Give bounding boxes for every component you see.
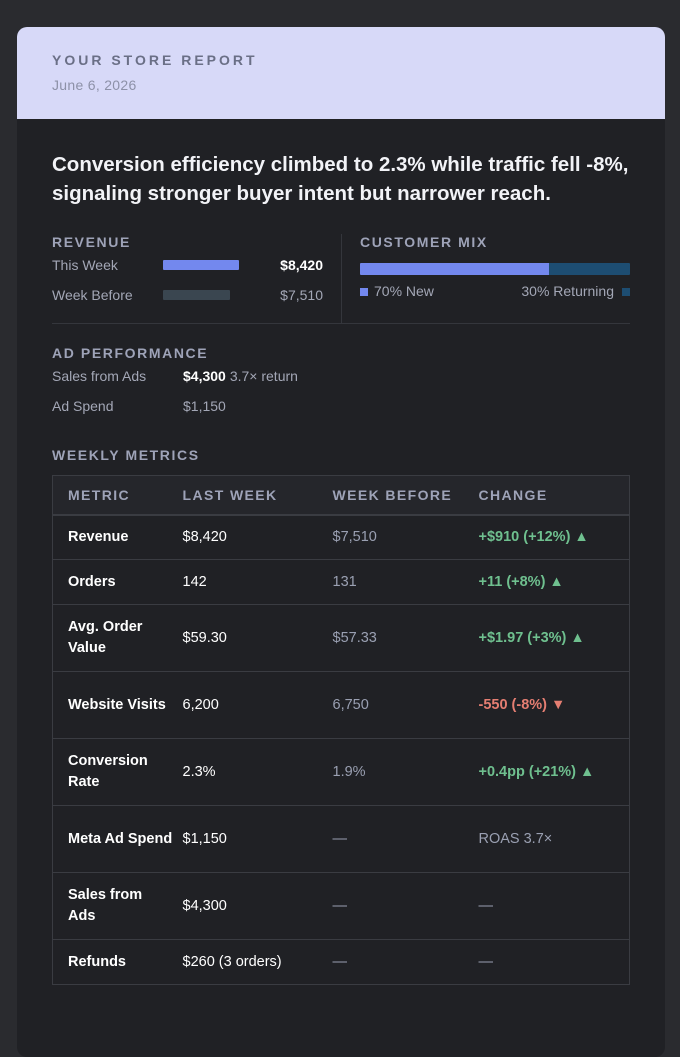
metric-last-week: 142 xyxy=(182,559,333,605)
metric-name: Website Visits xyxy=(52,671,183,739)
metric-last-week: $1,150 xyxy=(182,805,333,873)
metric-last-week: $4,300 xyxy=(182,872,333,940)
legend-new-swatch xyxy=(360,288,368,297)
revenue-title: REVENUE xyxy=(52,234,131,250)
legend-returning: 30% Returning xyxy=(521,283,630,299)
revenue-week-before-value: $7,510 xyxy=(280,287,323,303)
table-row: Orders 142 131 +11 (+8%) ▲ xyxy=(52,559,630,605)
metric-change: +11 (+8%) ▲ xyxy=(478,559,630,605)
metric-name: Refunds xyxy=(52,939,183,985)
column-header-metric: METRIC xyxy=(52,475,183,516)
metric-change: -550 (-8%) ▼ xyxy=(478,671,630,739)
table-row: Meta Ad Spend $1,150 — ROAS 3.7× xyxy=(52,805,630,873)
metric-week-before: 1.9% xyxy=(332,738,479,806)
metric-week-before: 131 xyxy=(332,559,479,605)
revenue-this-week-value: $8,420 xyxy=(280,257,323,273)
metric-last-week: 2.3% xyxy=(182,738,333,806)
customer-mix-section: CUSTOMER MIX 70% New 30% Returning xyxy=(342,234,630,323)
weekly-metrics-table: METRIC LAST WEEK WEEK BEFORE CHANGE Reve… xyxy=(52,475,630,985)
metric-change: — xyxy=(478,872,630,940)
column-header-week-before: WEEK BEFORE xyxy=(332,475,479,516)
revenue-this-week-row: This Week $8,420 xyxy=(52,250,341,280)
customer-mix-bar xyxy=(360,263,630,275)
revenue-this-week-label: This Week xyxy=(52,257,118,273)
report-brand: YOUR STORE REPORT xyxy=(52,52,258,68)
ad-sales-value: $4,300 xyxy=(183,368,226,384)
metric-name: Revenue xyxy=(52,514,183,560)
customer-mix-title: CUSTOMER MIX xyxy=(360,234,488,250)
revenue-week-before-row: Week Before $7,510 xyxy=(52,280,341,310)
table-row: Sales from Ads $4,300 — — xyxy=(52,872,630,940)
ad-spend-label: Ad Spend xyxy=(52,398,114,414)
legend-returning-swatch xyxy=(622,288,630,297)
customer-mix-new-segment xyxy=(360,263,549,275)
metric-change: +$1.97 (+3%) ▲ xyxy=(478,604,630,672)
metric-name: Conversion Rate xyxy=(52,738,183,806)
report-body: Conversion efficiency climbed to 2.3% wh… xyxy=(17,150,665,985)
column-header-last-week: LAST WEEK xyxy=(182,475,333,516)
metric-change: +0.4pp (+21%) ▲ xyxy=(478,738,630,806)
metric-last-week: $59.30 xyxy=(182,604,333,672)
legend-new-label: 70% New xyxy=(374,283,434,299)
metric-week-before: — xyxy=(332,805,479,873)
table-row: Conversion Rate 2.3% 1.9% +0.4pp (+21%) … xyxy=(52,738,630,806)
column-header-change: CHANGE xyxy=(478,475,630,516)
ad-performance-section: AD PERFORMANCE Sales from Ads $4,300 3.7… xyxy=(52,345,630,421)
legend-returning-label: 30% Returning xyxy=(521,283,614,299)
metric-name: Meta Ad Spend xyxy=(52,805,183,873)
revenue-section: REVENUE This Week $8,420 Week Before $7,… xyxy=(52,234,342,323)
table-row: Avg. Order Value $59.30 $57.33 +$1.97 (+… xyxy=(52,604,630,672)
table-row: Revenue $8,420 $7,510 +$910 (+12%) ▲ xyxy=(52,514,630,560)
report-headline: Conversion efficiency climbed to 2.3% wh… xyxy=(52,153,629,205)
customer-mix-legend: 70% New 30% Returning xyxy=(360,283,630,299)
store-report-card: YOUR STORE REPORT June 6, 2026 Conversio… xyxy=(17,27,665,1057)
metric-name: Orders xyxy=(52,559,183,605)
metric-week-before: $7,510 xyxy=(332,514,479,560)
ad-sales-label: Sales from Ads xyxy=(52,368,147,384)
table-row: Website Visits 6,200 6,750 -550 (-8%) ▼ xyxy=(52,671,630,739)
metric-week-before: — xyxy=(332,939,479,985)
metric-change: — xyxy=(478,939,630,985)
customer-mix-returning-segment xyxy=(549,263,630,275)
report-header: YOUR STORE REPORT June 6, 2026 xyxy=(17,27,665,119)
ad-sales-row: Sales from Ads $4,300 3.7× return xyxy=(52,361,630,391)
metric-name: Sales from Ads xyxy=(52,872,183,940)
metric-last-week: $260 (3 orders) xyxy=(182,939,333,985)
metric-name: Avg. Order Value xyxy=(52,604,183,672)
metric-last-week: 6,200 xyxy=(182,671,333,739)
report-date: June 6, 2026 xyxy=(52,77,137,93)
ad-spend-value: $1,150 xyxy=(183,398,226,414)
revenue-week-before-label: Week Before xyxy=(52,287,133,303)
revenue-week-before-bar xyxy=(163,290,230,300)
metric-week-before: — xyxy=(332,872,479,940)
ad-sales-return: 3.7× return xyxy=(229,368,298,384)
weekly-metrics-section: WEEKLY METRICS METRIC LAST WEEK WEEK BEF… xyxy=(52,447,630,985)
table-row: Refunds $260 (3 orders) — — xyxy=(52,939,630,985)
metric-week-before: 6,750 xyxy=(332,671,479,739)
stats-row: REVENUE This Week $8,420 Week Before $7,… xyxy=(52,234,630,324)
revenue-this-week-bar xyxy=(163,260,239,270)
ad-spend-row: Ad Spend $1,150 xyxy=(52,391,630,421)
legend-new: 70% New xyxy=(360,283,434,299)
ad-performance-title: AD PERFORMANCE xyxy=(52,345,209,361)
metric-last-week: $8,420 xyxy=(182,514,333,560)
metric-change: ROAS 3.7× xyxy=(478,805,630,873)
metric-week-before: $57.33 xyxy=(332,604,479,672)
metric-change: +$910 (+12%) ▲ xyxy=(478,514,630,560)
weekly-metrics-title: WEEKLY METRICS xyxy=(52,447,200,463)
table-header-row: METRIC LAST WEEK WEEK BEFORE CHANGE xyxy=(52,475,630,516)
